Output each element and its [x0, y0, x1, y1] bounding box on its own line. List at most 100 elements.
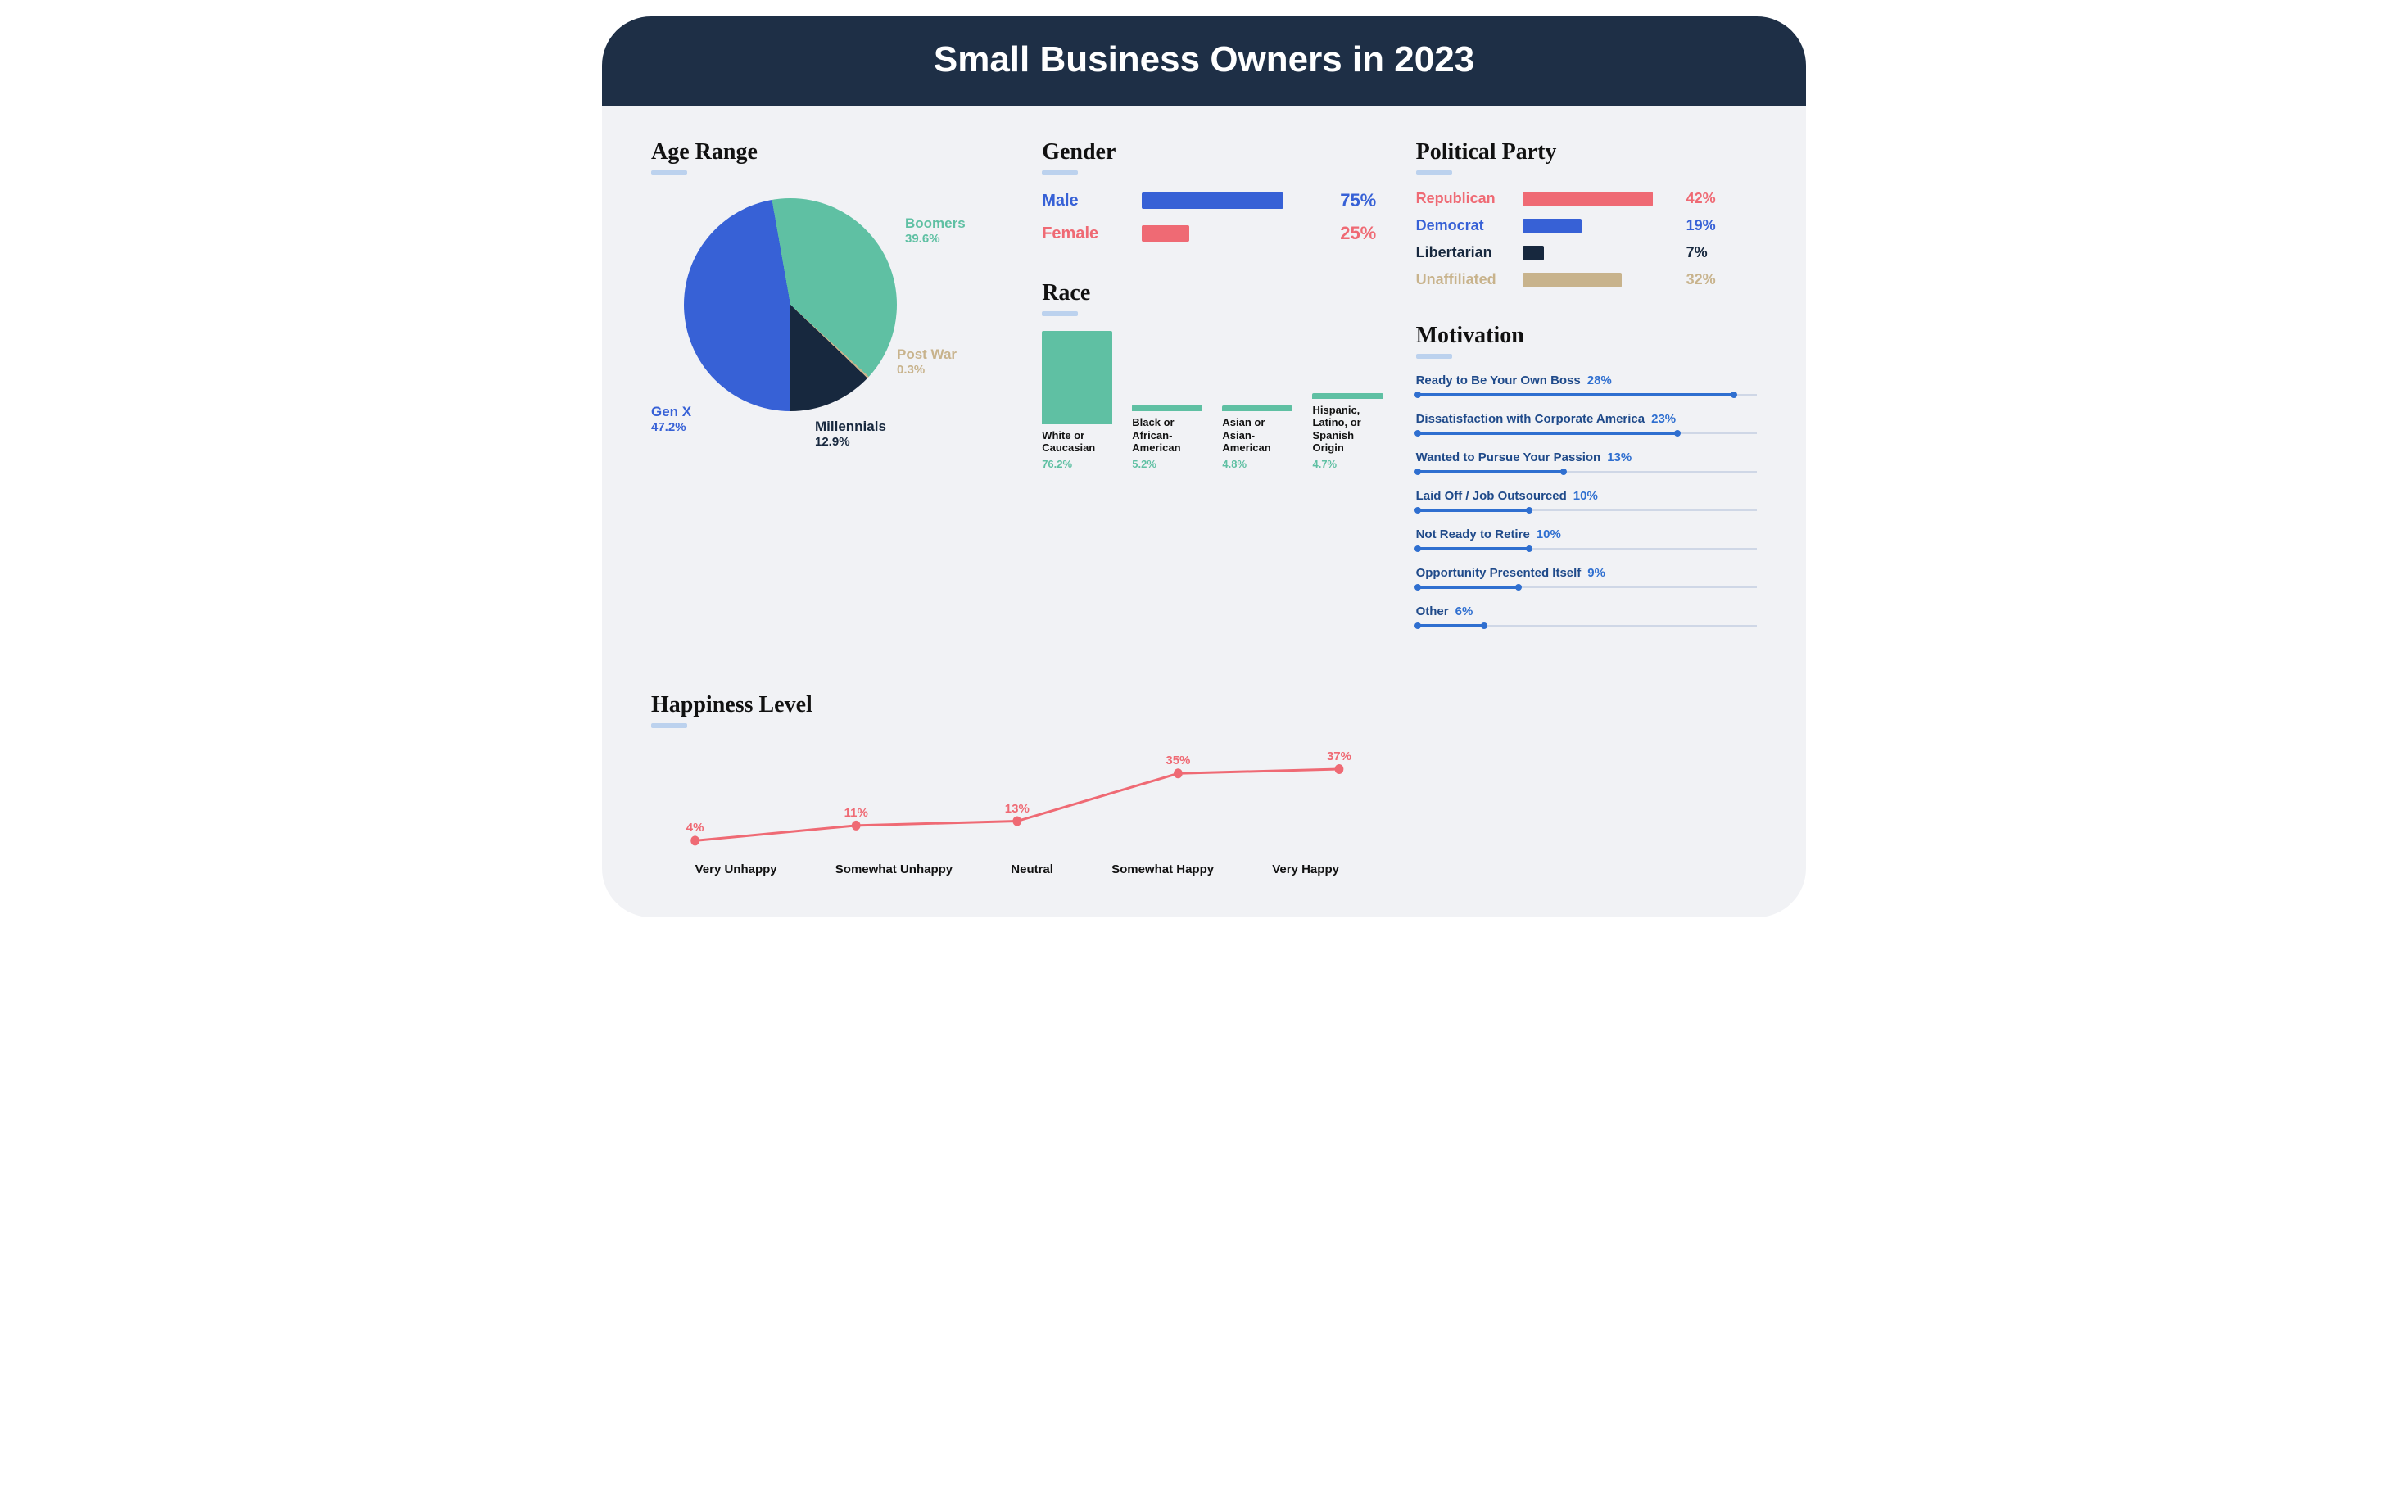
motivation-label: Dissatisfaction with Corporate America23…: [1416, 412, 1757, 426]
pie-label-boomers: Boomers 39.6%: [905, 215, 966, 247]
gender-row: Female 25%: [1042, 223, 1383, 244]
political-row: Libertarian 7%: [1416, 244, 1757, 261]
pie-graphic: [684, 198, 897, 411]
motivation-dot-start: [1414, 545, 1421, 552]
race-value: 4.7%: [1312, 458, 1383, 470]
political-fill: [1523, 192, 1654, 206]
col-right: Political Party Republican 42% Democrat …: [1416, 139, 1757, 643]
motivation-dot-end: [1560, 469, 1567, 475]
happiness-x-label: Neutral: [1011, 862, 1053, 876]
race-label: Asian or Asian-American: [1222, 416, 1292, 455]
gender-track: [1142, 225, 1330, 242]
pie-label-pct: 47.2%: [651, 420, 691, 436]
race-col: Hispanic, Latino, or Spanish Origin 4.7%: [1312, 301, 1383, 470]
motivation-line: [1416, 622, 1757, 630]
race-bar: [1132, 405, 1202, 411]
motivation-dot-start: [1414, 430, 1421, 437]
motivation-line: [1416, 545, 1757, 553]
happiness-x-labels: Very UnhappySomewhat UnhappyNeutralSomew…: [651, 862, 1383, 876]
motivation-fill: [1416, 547, 1530, 550]
political-label: Unaffiliated: [1416, 271, 1514, 288]
motivation-label: Other6%: [1416, 604, 1757, 618]
happiness-dot: [690, 835, 699, 845]
political-value: 42%: [1686, 190, 1716, 207]
political-label: Democrat: [1416, 217, 1514, 234]
race-bars: White or Caucasian 76.2% Black or Africa…: [1042, 331, 1383, 470]
happiness-title: Happiness Level: [651, 692, 1383, 718]
motivation-dot-end: [1481, 622, 1487, 629]
motivation-rows: Ready to Be Your Own Boss28% Dissatisfac…: [1416, 373, 1757, 630]
happiness-line-svg: [651, 743, 1383, 858]
motivation-line: [1416, 429, 1757, 437]
race-bar: [1042, 331, 1112, 424]
political-value: 7%: [1686, 244, 1708, 261]
political-track: [1523, 273, 1678, 287]
happiness-dot: [1174, 768, 1183, 778]
race-bar-area: [1222, 313, 1292, 411]
gender-fill: [1142, 192, 1283, 209]
race-bar-area: [1042, 326, 1112, 424]
political-row: Unaffiliated 32%: [1416, 271, 1757, 288]
motivation-fill: [1416, 509, 1530, 512]
political-label: Libertarian: [1416, 244, 1514, 261]
motivation-fill: [1416, 470, 1564, 473]
happiness-x-label: Very Happy: [1272, 862, 1339, 876]
motivation-dot-end: [1526, 545, 1532, 552]
motivation-value: 9%: [1587, 566, 1605, 580]
underline: [651, 723, 687, 728]
gender-fill: [1142, 225, 1189, 242]
motivation-dot-end: [1674, 430, 1681, 437]
underline: [1416, 354, 1452, 359]
motivation-fill: [1416, 624, 1484, 627]
race-value: 76.2%: [1042, 458, 1112, 470]
motivation-value: 10%: [1537, 527, 1561, 541]
gender-label: Female: [1042, 224, 1132, 243]
happiness-dot: [852, 821, 861, 831]
gender-title: Gender: [1042, 139, 1383, 165]
pie-label-text: Boomers: [905, 215, 966, 231]
political-value: 19%: [1686, 217, 1716, 234]
motivation-row: Opportunity Presented Itself9%: [1416, 566, 1757, 591]
motivation-row: Wanted to Pursue Your Passion13%: [1416, 450, 1757, 476]
motivation-title: Motivation: [1416, 323, 1757, 349]
race-value: 4.8%: [1222, 458, 1292, 470]
underline: [1042, 311, 1078, 316]
motivation-label: Laid Off / Job Outsourced10%: [1416, 489, 1757, 503]
race-label: Black or African-American: [1132, 416, 1202, 455]
motivation-line: [1416, 583, 1757, 591]
underline: [651, 170, 687, 175]
race-col: Asian or Asian-American 4.8%: [1222, 313, 1292, 470]
race-value: 5.2%: [1132, 458, 1202, 470]
political-value: 32%: [1686, 271, 1716, 288]
gender-label: Male: [1042, 192, 1132, 211]
pie-label-pct: 12.9%: [815, 435, 886, 450]
motivation-dot-end: [1515, 584, 1522, 591]
political-track: [1523, 192, 1678, 206]
political-track: [1523, 246, 1678, 260]
happiness-section: Happiness Level 4%11%13%35%37% Very Unha…: [651, 692, 1383, 876]
political-title: Political Party: [1416, 139, 1757, 165]
pie-label-text: Post War: [897, 346, 957, 362]
happiness-dot: [1012, 817, 1021, 826]
happiness-value: 35%: [1166, 754, 1190, 767]
political-bars: Republican 42% Democrat 19% Libertarian …: [1416, 190, 1757, 288]
race-section: Race White or Caucasian 76.2% Black or A…: [1042, 280, 1383, 470]
motivation-fill: [1416, 586, 1519, 589]
motivation-label: Wanted to Pursue Your Passion13%: [1416, 450, 1757, 464]
motivation-label: Not Ready to Retire10%: [1416, 527, 1757, 541]
motivation-dot-end: [1731, 392, 1737, 398]
motivation-line: [1416, 506, 1757, 514]
happiness-x-label: Somewhat Unhappy: [835, 862, 953, 876]
pie-label-pct: 0.3%: [897, 363, 957, 378]
age-pie-chart: Boomers 39.6% Post War 0.3% Millennials …: [651, 190, 1009, 452]
motivation-label: Opportunity Presented Itself9%: [1416, 566, 1757, 580]
infographic-body: Age Range Boomers 39.6% Post War 0.3% Mi…: [602, 106, 1806, 917]
happiness-x-label: Somewhat Happy: [1111, 862, 1214, 876]
header-title: Small Business Owners in 2023: [602, 16, 1806, 106]
happiness-value: 37%: [1327, 749, 1351, 763]
motivation-row: Laid Off / Job Outsourced10%: [1416, 489, 1757, 514]
gender-row: Male 75%: [1042, 190, 1383, 211]
motivation-dot-end: [1526, 507, 1532, 514]
motivation-value: 10%: [1573, 489, 1598, 503]
gender-value: 75%: [1340, 190, 1376, 211]
